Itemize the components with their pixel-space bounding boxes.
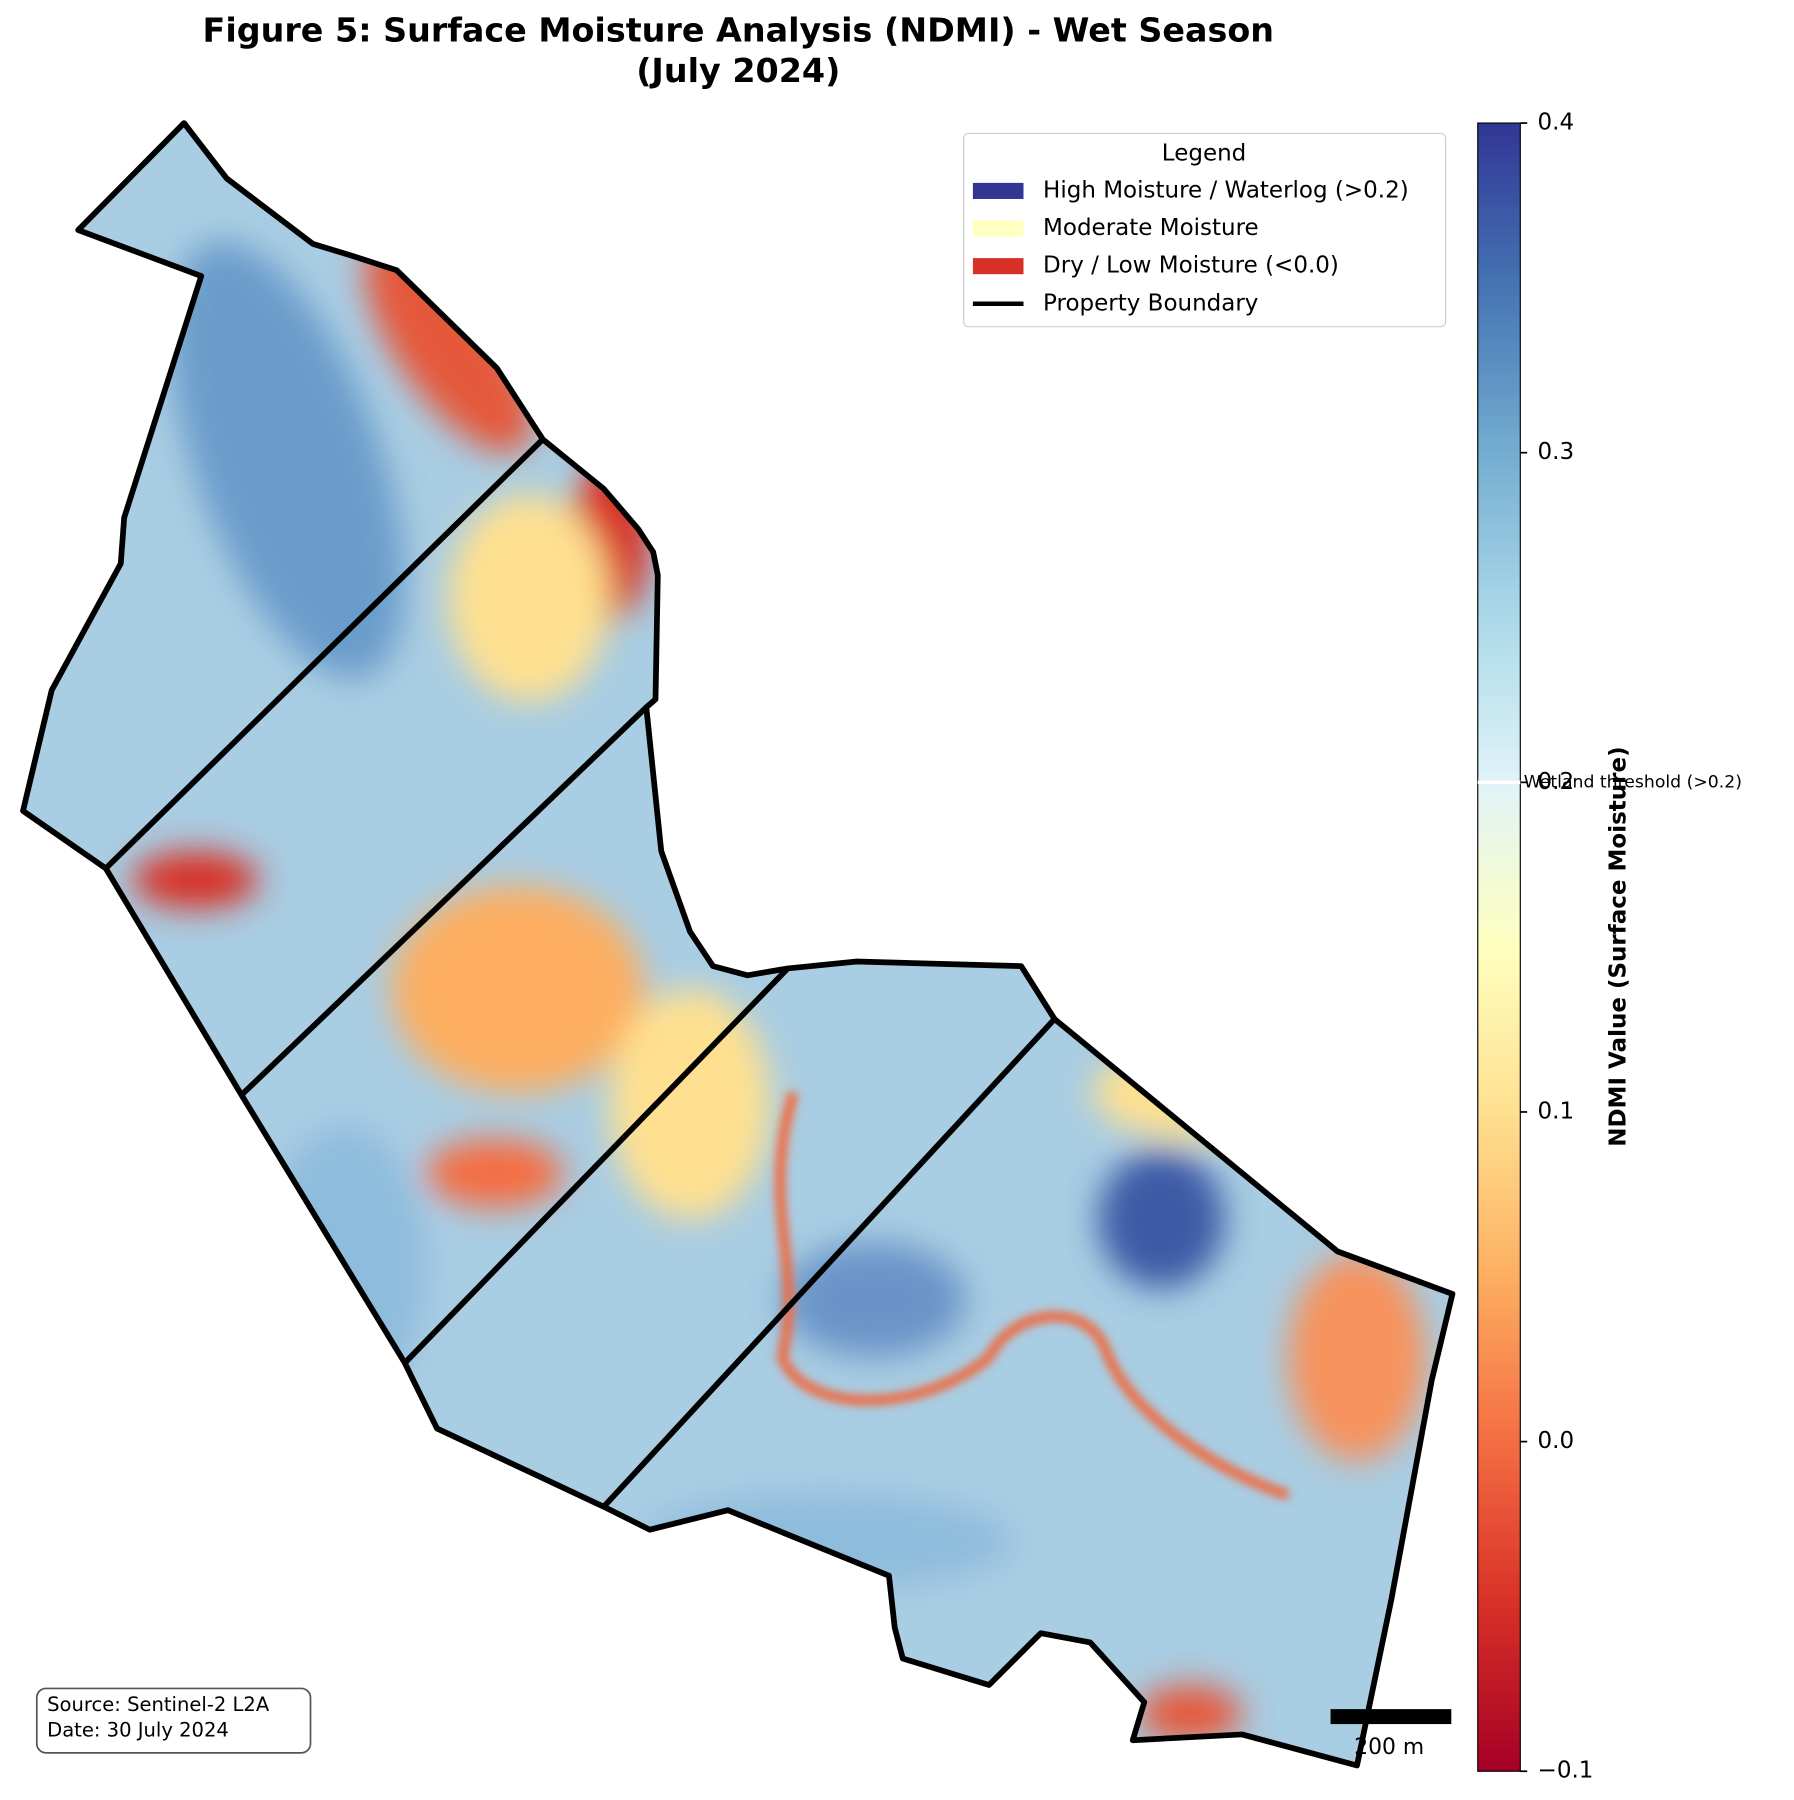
scale-bar-label: 200 m [1354, 1735, 1424, 1760]
property-boundary [23, 123, 1452, 1765]
legend-label: High Moisture / Waterlog (>0.2) [1043, 177, 1409, 203]
scale-bar [1330, 1709, 1452, 1725]
legend-patch [972, 258, 1024, 275]
colorbar [1477, 122, 1521, 1772]
source-text: Date: 30 July 2024 [47, 1718, 229, 1741]
colorbar-tick-label: 0.1 [1538, 1098, 1575, 1124]
legend-label: Dry / Low Moisture (<0.0) [1043, 253, 1339, 279]
legend-patch [972, 220, 1024, 237]
colorbar-tick-label: 0.2 [1538, 769, 1575, 795]
ndmi-raster [23, 123, 1453, 1766]
colorbar-label: NDMI Value (Surface Moisture) [1606, 746, 1632, 1146]
legend-patch [972, 182, 1024, 199]
title: Figure 5: Surface Moisture Analysis (NDM… [203, 11, 1274, 50]
threshold-label: Wetland threshold (>0.2) [1524, 772, 1742, 792]
legend-label: Property Boundary [1043, 290, 1258, 316]
source-box [35, 1687, 312, 1754]
colorbar-tick-label: −0.1 [1538, 1758, 1594, 1784]
legend-label: Moderate Moisture [1043, 215, 1259, 241]
legend-box [963, 132, 1447, 328]
title: (July 2024) [636, 51, 840, 90]
colorbar-tick-label: 0.0 [1538, 1428, 1575, 1454]
colorbar-tick-label: 0.3 [1538, 439, 1575, 465]
legend-title: Legend [1162, 141, 1246, 167]
colorbar-tick-label: 0.4 [1538, 110, 1575, 136]
source-text: Source: Sentinel-2 L2A [47, 1693, 270, 1716]
